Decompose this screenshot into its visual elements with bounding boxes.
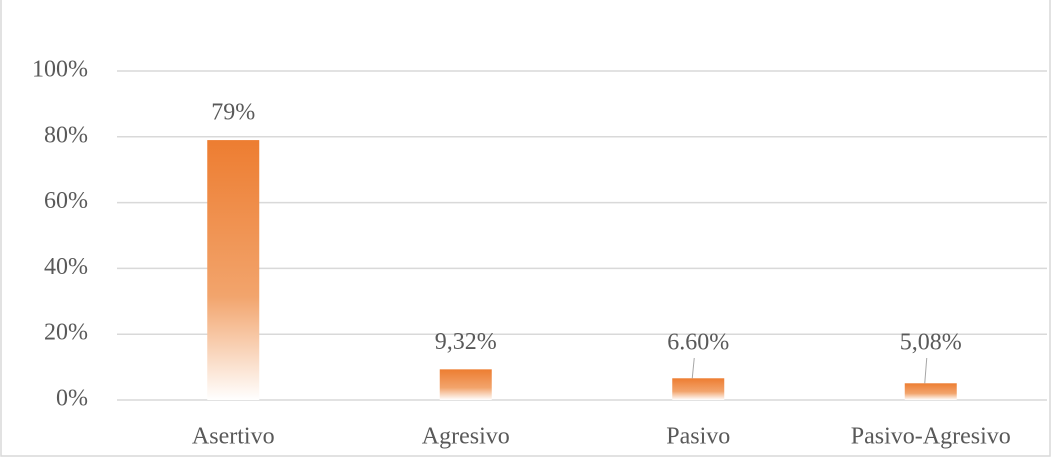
bar (904, 383, 957, 400)
y-tick-label: 20% (44, 320, 88, 346)
y-tick-label: 100% (32, 57, 88, 83)
x-tick-label: Asertivo (192, 424, 275, 450)
bar (439, 369, 492, 400)
data-label: 6.60% (667, 330, 729, 356)
data-label: 79% (211, 100, 255, 126)
data-label: 9,32% (435, 329, 497, 355)
x-tick-label: Pasivo (666, 424, 730, 450)
leader-line (691, 357, 695, 379)
y-tick-label: 0% (56, 386, 88, 412)
x-tick-label: Pasivo-Agresivo (851, 424, 1011, 450)
data-label: 5,08% (900, 330, 962, 356)
y-tick-label: 80% (44, 122, 88, 148)
bar (672, 378, 725, 400)
y-tick-label: 40% (44, 254, 88, 280)
bar (207, 140, 260, 400)
y-tick-label: 60% (44, 188, 88, 214)
leader-line (924, 357, 928, 384)
x-tick-label: Agresivo (422, 424, 510, 450)
